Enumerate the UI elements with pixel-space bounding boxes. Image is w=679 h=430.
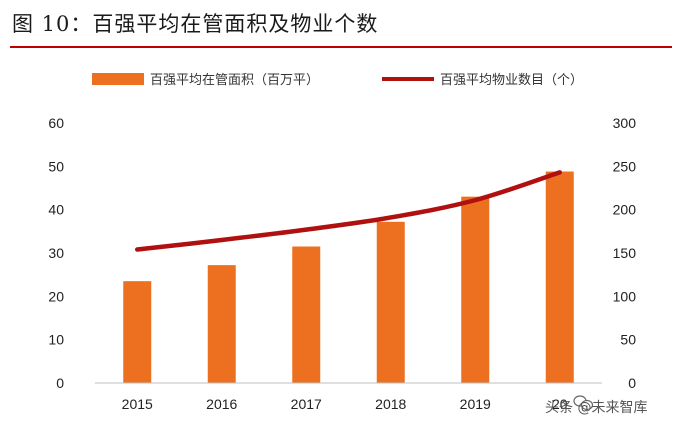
bar-2018	[376, 221, 405, 383]
y-left-tick-label: 50	[48, 158, 64, 174]
x-tick-label: 2016	[206, 396, 237, 412]
legend: 百强平均在管面积（百万平） 百强平均物业数目（个）	[92, 73, 583, 88]
y-right-tick-label: 0	[628, 375, 636, 391]
bar-2019	[461, 196, 490, 383]
x-axis: 2015 2016 2017 2018 2019 20	[122, 396, 568, 412]
y-left-tick-label: 30	[48, 245, 64, 261]
y-left-tick-label: 60	[48, 115, 64, 131]
x-tick-label: 2017	[291, 396, 322, 412]
wechat-icon	[573, 395, 594, 411]
x-tick-label: 2019	[460, 396, 491, 412]
x-tick-label: 20	[552, 396, 568, 412]
y-left-tick-label: 40	[48, 202, 64, 218]
y-right-tick-label: 250	[613, 158, 637, 174]
y-right-tick-label: 100	[613, 288, 637, 304]
x-tick-label: 2015	[122, 396, 153, 412]
y-left-tick-label: 10	[48, 332, 64, 348]
bar-series	[123, 171, 574, 383]
legend-label-line: 百强平均物业数目（个）	[440, 73, 583, 88]
bar-2020	[545, 171, 574, 383]
line-path-property-count	[135, 170, 562, 252]
y-axis-left: 0 10 20 30 40 50 60	[48, 115, 64, 391]
y-right-tick-label: 300	[613, 115, 637, 131]
chart-title: 图 10：百强平均在管面积及物业个数	[12, 12, 379, 36]
bar-2016	[207, 265, 236, 383]
bar-2015	[123, 281, 152, 383]
y-axis-right: 0 50 100 150 200 250 300	[613, 115, 637, 391]
bar-2017	[292, 246, 321, 383]
watermark-text: 头条 @未来智库	[545, 399, 647, 416]
x-tick-label: 2018	[375, 396, 406, 412]
legend-swatch-bar	[92, 73, 144, 85]
y-right-tick-label: 150	[613, 245, 637, 261]
y-left-tick-label: 20	[48, 288, 64, 304]
line-series	[135, 170, 562, 252]
title-divider	[10, 46, 672, 48]
y-right-tick-label: 200	[613, 202, 637, 218]
y-right-tick-label: 50	[620, 332, 636, 348]
legend-label-bar: 百强平均在管面积（百万平）	[150, 73, 319, 88]
y-left-tick-label: 0	[56, 375, 64, 391]
watermark: 头条 @未来智库	[545, 395, 647, 416]
